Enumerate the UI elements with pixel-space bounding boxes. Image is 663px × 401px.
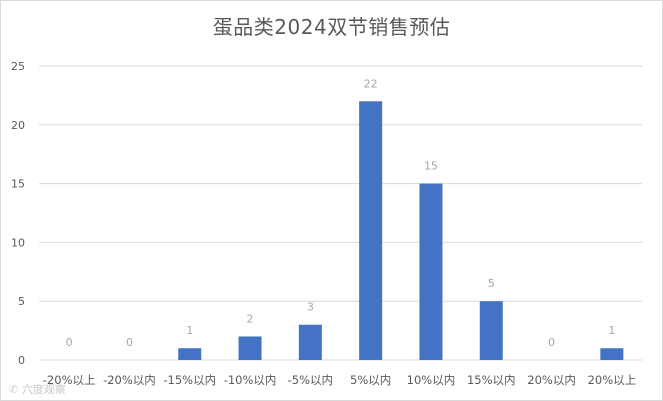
data-label: 22: [364, 77, 378, 90]
data-label: 5: [488, 277, 495, 290]
x-tick-label: -5%以内: [288, 373, 333, 387]
bar: [238, 336, 262, 360]
bar: [600, 348, 624, 360]
data-label: 0: [66, 336, 73, 349]
data-label: 2: [247, 312, 254, 325]
data-label: 0: [548, 336, 555, 349]
x-tick-label: -10%以内: [224, 373, 277, 387]
data-label: 1: [608, 324, 615, 337]
watermark: ✆ 六度观察: [9, 383, 66, 396]
x-tick-label: -15%以内: [163, 373, 216, 387]
bar: [359, 101, 383, 360]
bar: [298, 324, 322, 360]
x-tick-label: 5%以内: [350, 373, 391, 387]
y-tick-label: 10: [11, 236, 25, 249]
bar: [479, 301, 503, 360]
y-tick-label: 5: [18, 295, 25, 308]
x-tick-label: 10%以内: [407, 373, 456, 387]
bar: [419, 183, 443, 360]
x-tick-label: 20%以上: [588, 373, 637, 387]
y-tick-label: 25: [11, 60, 25, 73]
x-tick-label: 20%以内: [527, 373, 576, 387]
chart-title: 蛋品类2024双节销售预估: [212, 15, 451, 39]
x-tick-label: -20%以内: [103, 373, 156, 387]
bar: [178, 348, 202, 360]
x-tick-label: -20%以上: [43, 373, 96, 387]
y-tick-label: 15: [11, 178, 25, 191]
y-tick-label: 20: [11, 119, 25, 132]
data-label: 1: [186, 324, 193, 337]
y-tick-label: 0: [18, 354, 25, 367]
data-label: 3: [307, 301, 314, 314]
data-label: 0: [126, 336, 133, 349]
x-tick-label: 15%以内: [467, 373, 516, 387]
data-label: 15: [424, 160, 438, 173]
